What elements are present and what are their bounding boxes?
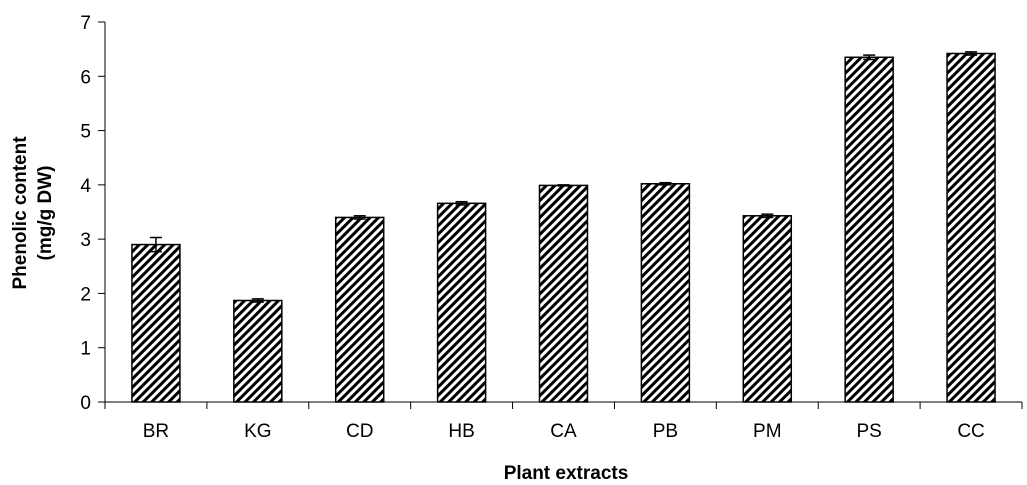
x-tick-label-cd: CD <box>346 421 373 442</box>
bar-cd <box>334 216 385 403</box>
x-tick-label-pm: PM <box>753 421 782 442</box>
y-tick-label-7: 7 <box>80 13 91 34</box>
y-tick-label-6: 6 <box>80 67 91 88</box>
bar-kg <box>233 299 283 403</box>
x-tick-label-kg: KG <box>244 421 271 442</box>
bar-pm <box>742 215 793 403</box>
x-tick-label-ca: CA <box>550 421 577 442</box>
x-tick-label-br: BR <box>143 421 169 442</box>
x-tick-label-hb: HB <box>448 421 474 442</box>
error-bars-group <box>149 51 978 303</box>
bar-hb <box>436 202 487 403</box>
x-axis-title: Plant extracts <box>504 463 629 484</box>
y-axis-title-line-2: (mg/g DW) <box>35 166 56 261</box>
bar-pb <box>640 183 691 403</box>
bar-cc <box>946 52 996 403</box>
y-tick-label-3: 3 <box>80 230 91 251</box>
y-tick-label-4: 4 <box>80 176 91 197</box>
y-tick-label-0: 0 <box>80 393 91 414</box>
y-tick-label-2: 2 <box>80 284 91 305</box>
x-tick-label-ps: PS <box>856 421 881 442</box>
y-axis: 0 1 2 3 4 5 6 7 <box>80 13 106 414</box>
x-tick-label-cc: CC <box>957 421 984 442</box>
y-tick-label-5: 5 <box>80 122 91 143</box>
bar-ca <box>538 184 589 403</box>
bar-ps <box>844 56 894 403</box>
y-axis-title-line-1: Phenolic content <box>10 136 31 290</box>
bars-group <box>131 52 996 403</box>
x-axis: BR KG CD HB CA PB PM PS CC <box>104 401 1023 442</box>
x-tick-label-pb: PB <box>653 421 678 442</box>
y-tick-label-1: 1 <box>80 339 91 360</box>
bar-br <box>131 243 181 403</box>
